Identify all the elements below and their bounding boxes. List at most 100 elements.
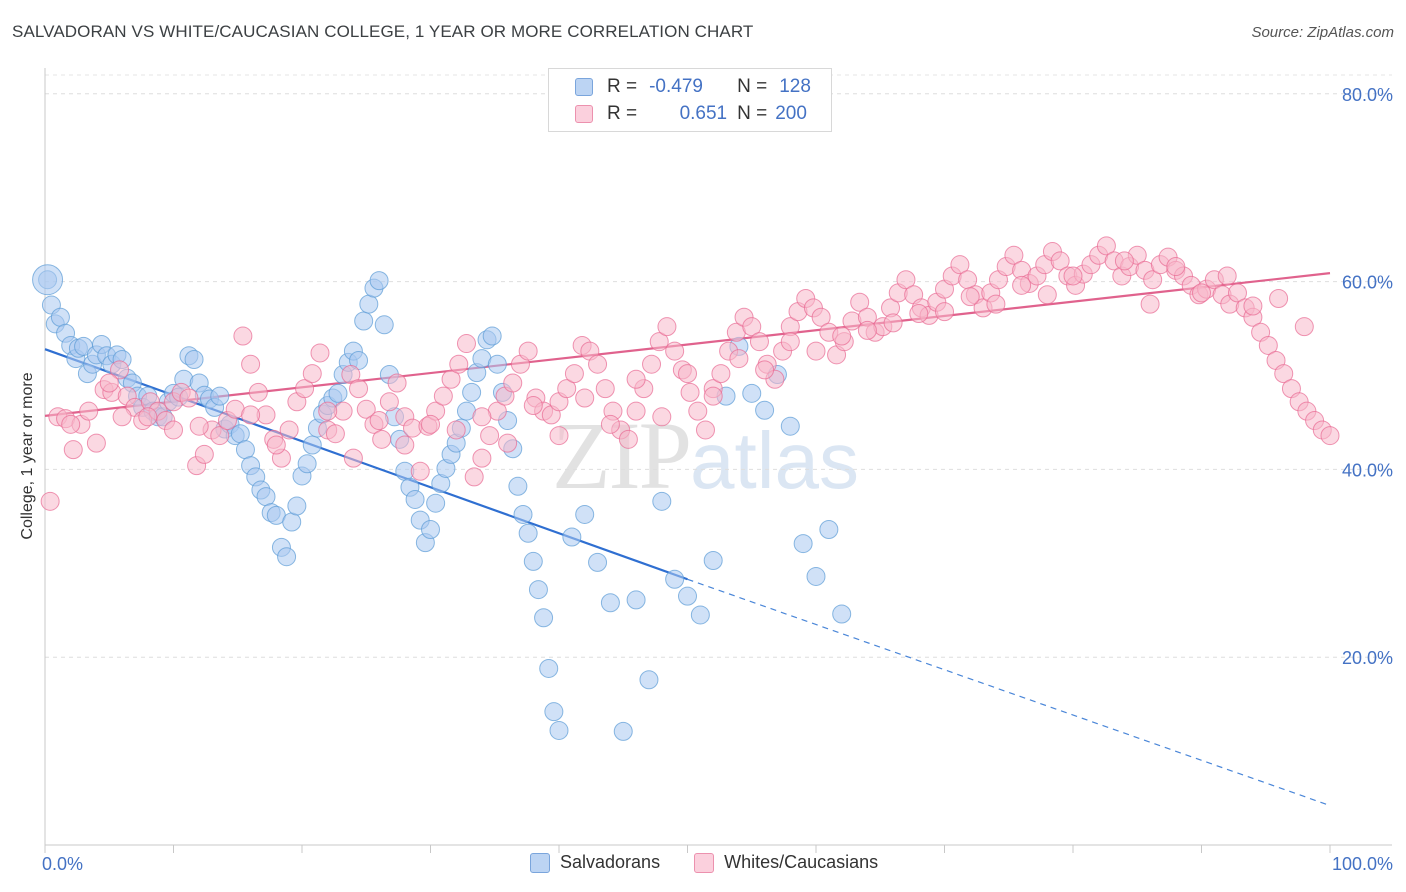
data-point <box>508 476 528 496</box>
series-legend: Salvadorans Whites/Caucasians <box>530 852 912 873</box>
data-point <box>1274 364 1294 384</box>
data-point <box>1227 283 1247 303</box>
data-point <box>1269 288 1289 308</box>
data-point <box>241 354 261 374</box>
data-point <box>649 332 669 352</box>
data-point <box>441 369 461 389</box>
r-value-salvadorans: -0.479 <box>649 76 703 97</box>
data-point <box>680 382 700 402</box>
data-point <box>487 354 507 374</box>
data-point <box>372 429 392 449</box>
data-point <box>1037 285 1057 305</box>
data-point <box>233 326 253 346</box>
data-point <box>811 307 831 327</box>
x-tick-label: 0.0% <box>42 854 83 874</box>
data-point <box>588 354 608 374</box>
data-point <box>1096 236 1116 256</box>
data-point <box>950 255 970 275</box>
data-point <box>472 407 492 427</box>
data-point <box>523 396 543 416</box>
data-point <box>63 440 83 460</box>
data-point <box>356 399 376 419</box>
data-point <box>780 416 800 436</box>
data-point <box>534 608 554 628</box>
data-point <box>40 491 60 511</box>
data-point <box>61 414 81 434</box>
legend-swatch-salvadorans <box>575 78 593 96</box>
data-point <box>600 593 620 613</box>
data-point <box>433 386 453 406</box>
n-label: N = <box>737 103 768 124</box>
data-point <box>600 414 620 434</box>
data-point <box>1114 251 1134 271</box>
data-point <box>110 360 130 380</box>
data-point <box>832 604 852 624</box>
legend-item-whites[interactable]: Whites/Caucasians <box>694 852 878 873</box>
data-point <box>297 454 317 474</box>
data-point <box>575 504 595 524</box>
data-point <box>210 386 230 406</box>
n-label: N = <box>737 76 768 97</box>
data-point <box>302 435 322 455</box>
data-point <box>665 341 685 361</box>
data-point <box>703 550 723 570</box>
legend-row-whites: R = 0.651 N = 200 <box>549 101 807 127</box>
legend-label-salvadorans: Salvadorans <box>560 852 661 872</box>
data-point <box>354 311 374 331</box>
data-point <box>642 354 662 374</box>
data-point <box>678 586 697 606</box>
data-point <box>179 388 199 408</box>
data-point <box>421 414 440 434</box>
data-point <box>194 444 214 464</box>
data-point <box>210 426 230 446</box>
data-point <box>513 504 533 524</box>
data-point <box>1050 251 1070 271</box>
data-point <box>498 433 518 453</box>
data-point <box>472 448 492 468</box>
legend-row-salvadorans: R = -0.479 N = 128 <box>549 74 811 100</box>
data-point <box>325 424 345 444</box>
data-point <box>562 527 582 547</box>
trend-line-extension <box>687 578 1331 807</box>
data-point <box>850 292 870 312</box>
data-point <box>256 487 276 507</box>
data-point <box>595 379 615 399</box>
data-point <box>909 304 929 324</box>
data-point <box>266 435 286 455</box>
data-point <box>374 315 394 335</box>
legend-swatch-whites <box>694 852 715 873</box>
data-point <box>575 388 595 408</box>
data-point <box>557 379 577 399</box>
data-point <box>1143 270 1163 290</box>
data-point <box>883 313 903 333</box>
data-point <box>1192 283 1211 303</box>
data-point <box>755 360 775 380</box>
data-point <box>618 429 638 449</box>
data-point <box>99 373 119 393</box>
r-label: R = <box>607 76 638 97</box>
n-value-whites: 200 <box>775 103 807 124</box>
data-point <box>349 379 369 399</box>
data-point <box>960 287 980 307</box>
y-tick-label: 20.0% <box>1342 648 1393 668</box>
data-point <box>343 448 363 468</box>
data-point <box>523 551 543 571</box>
data-point <box>138 407 158 427</box>
data-point <box>896 270 916 290</box>
data-point <box>164 420 183 440</box>
data-point <box>279 420 299 440</box>
data-point <box>1166 257 1186 277</box>
data-point <box>1063 266 1083 286</box>
data-point <box>657 317 677 337</box>
source-label[interactable]: Source: ZipAtlas.com <box>1251 24 1394 41</box>
data-point <box>295 379 315 399</box>
data-point <box>688 401 708 421</box>
data-point <box>426 493 446 513</box>
data-point <box>464 467 484 487</box>
data-point <box>395 435 415 455</box>
data-point <box>749 332 769 352</box>
data-point <box>665 569 685 589</box>
legend-item-salvadorans[interactable]: Salvadorans <box>530 852 660 873</box>
data-point <box>184 350 204 370</box>
